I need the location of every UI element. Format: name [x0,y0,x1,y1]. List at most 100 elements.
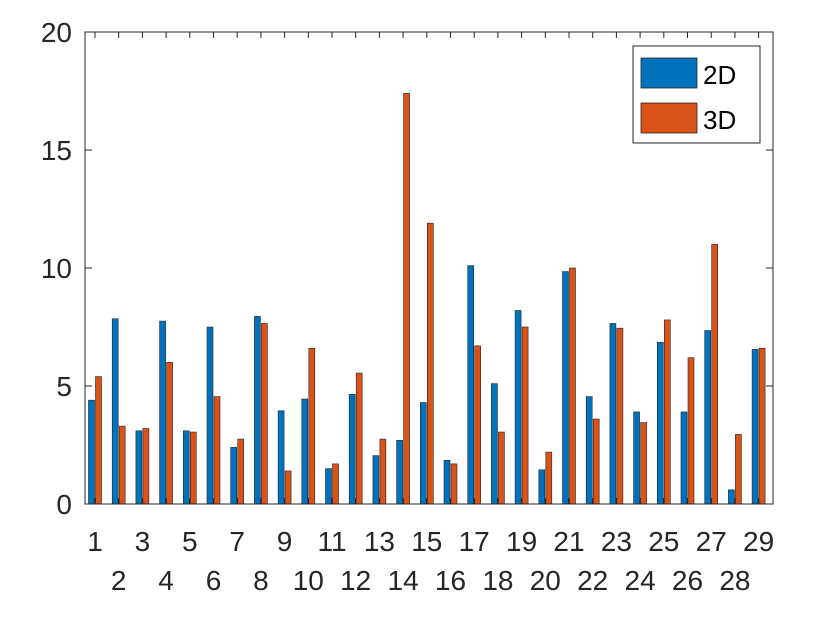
y-tick-label: 20 [41,17,72,48]
bar-3d-4 [166,362,173,505]
x-tick-label: 25 [648,526,679,557]
bar-2d-13 [372,455,380,505]
x-tick-label: 6 [206,565,222,596]
x-tick-label: 20 [530,565,561,596]
bar-3d-10 [308,347,316,505]
x-tick-label: 11 [317,526,346,557]
bar-3d-1 [95,376,102,505]
legend-swatch-3d [640,102,698,134]
bar-3d-16 [450,463,458,505]
bar-2d-3 [135,430,143,505]
x-tick-label: 7 [229,526,245,557]
bar-2d-9 [277,410,285,505]
bar-2d-7 [230,447,237,505]
y-axis: 0 5 10 15 20 [41,17,773,520]
x-tick-label: 3 [135,526,151,557]
y-tick-label: 0 [56,489,72,520]
x-tick-label: 10 [293,565,324,596]
bar-3d-9 [284,470,292,505]
bar-2d-15 [419,402,427,505]
bars-group [88,93,766,505]
bar-3d-15 [426,222,434,505]
bar-2d-8 [254,316,261,505]
bar-3d-18 [498,431,505,505]
bar-3d-14 [403,93,410,505]
bar-3d-13 [379,438,387,505]
bar-2d-16 [443,460,451,505]
x-tick-label: 27 [696,526,727,557]
x-tick-label: 1 [87,526,103,557]
bar-3d-2 [118,425,126,505]
legend-label-2d: 2D [703,60,736,90]
bar-3d-12 [355,372,363,505]
bar-2d-4 [159,320,166,505]
x-tick-label: 19 [506,526,537,557]
bar-3d-25 [663,319,671,505]
bar-2d-2 [111,318,119,505]
bar-2d-10 [301,398,309,505]
x-tick-label: 13 [364,526,395,557]
bar-2d-25 [656,342,664,505]
x-tick-label: 21 [553,526,584,557]
x-tick-label: 2 [111,565,127,596]
bar-2d-18 [491,383,498,505]
bar-3d-22 [592,418,600,505]
bar-3d-7 [237,438,244,505]
x-tick-label: 18 [482,565,513,596]
bar-3d-27 [711,244,719,505]
x-tick-label: 5 [182,526,198,557]
bar-3d-3 [142,428,150,505]
y-tick-label: 5 [56,371,72,402]
x-axis: 1234567891011121314151617181920212223242… [87,32,774,596]
x-tick-label: 26 [672,565,703,596]
bar-2d-29 [751,349,759,505]
x-tick-label: 12 [340,565,371,596]
bar-3d-28 [735,434,742,505]
bar-2d-27 [704,330,712,505]
x-tick-label: 28 [719,565,750,596]
bar-3d-6 [213,396,221,505]
bar-3d-17 [474,345,482,505]
x-tick-label: 29 [743,526,774,557]
bar-3d-23 [616,327,624,505]
legend-swatch-2d [640,57,698,89]
bar-2d-12 [348,393,356,505]
bar-2d-1 [88,399,95,505]
bar-2d-26 [680,411,688,505]
bar-2d-24 [633,411,640,505]
y-tick-label: 10 [41,253,72,284]
bar-3d-24 [640,422,647,505]
bar-3d-8 [261,323,268,505]
bar-2d-22 [585,396,593,505]
x-tick-label: 16 [435,565,466,596]
bar-3d-21 [569,267,576,505]
bar-3d-26 [687,357,695,505]
bar-3d-11 [332,463,339,505]
x-tick-label: 23 [601,526,632,557]
bar-2d-17 [467,265,475,505]
legend-label-3d: 3D [703,105,736,135]
x-tick-label: 4 [158,565,174,596]
bar-3d-29 [758,347,766,505]
bar-3d-5 [190,431,197,505]
bar-2d-6 [206,326,214,505]
x-tick-label: 8 [253,565,269,596]
bar-2d-20 [538,469,546,505]
y-tick-label: 15 [41,135,72,166]
bar-2d-23 [609,323,617,505]
bar-2d-28 [728,489,735,505]
bar-3d-20 [545,451,553,505]
x-tick-label: 24 [625,565,656,596]
x-tick-label: 14 [388,565,419,596]
bar-2d-21 [562,271,569,505]
bar-2d-14 [396,439,403,505]
bar-2d-5 [183,430,190,505]
x-tick-label: 22 [577,565,608,596]
x-tick-label: 9 [277,526,293,557]
bar-2d-11 [325,468,332,505]
x-tick-label: 15 [411,526,442,557]
legend: 2D 3D [632,45,761,144]
bar-2d-19 [514,310,522,505]
bar-3d-19 [521,326,529,505]
x-tick-label: 17 [459,526,490,557]
